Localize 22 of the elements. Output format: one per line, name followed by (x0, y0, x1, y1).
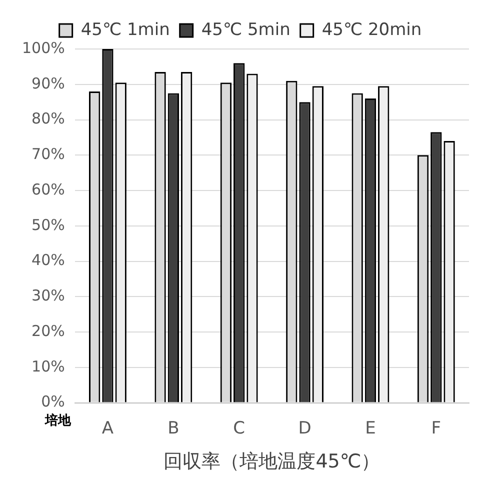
y-tick-label: 0% (41, 392, 65, 411)
x-tick-label: A (102, 418, 114, 438)
y-tick-label: 60% (32, 180, 65, 198)
legend-label: 45℃ 5min (201, 20, 290, 40)
y-tick-label: 80% (32, 110, 65, 128)
y-tick-label: 70% (32, 145, 65, 164)
y-tick-label: 50% (32, 216, 65, 234)
y-tick-label: 40% (32, 251, 65, 270)
y-tick-label: 100% (22, 38, 65, 57)
y-tick-label: 10% (32, 357, 65, 376)
legend-label: 45℃ 1min (80, 20, 170, 40)
x-tick-label: D (298, 418, 312, 438)
legend-label: 45℃ 20min (322, 20, 422, 40)
y-tick-label: 90% (32, 74, 65, 92)
x-tick-label: C (233, 418, 246, 438)
x-tick-label: E (365, 418, 376, 438)
x-tick-label: F (431, 418, 442, 438)
text: 培地 (44, 412, 72, 429)
x-axis-title: 回収率（培地温度45℃） (164, 450, 380, 473)
y-tick-label: 30% (32, 286, 65, 305)
y-tick-label: 20% (32, 322, 65, 340)
x-tick-label: B (168, 418, 180, 438)
